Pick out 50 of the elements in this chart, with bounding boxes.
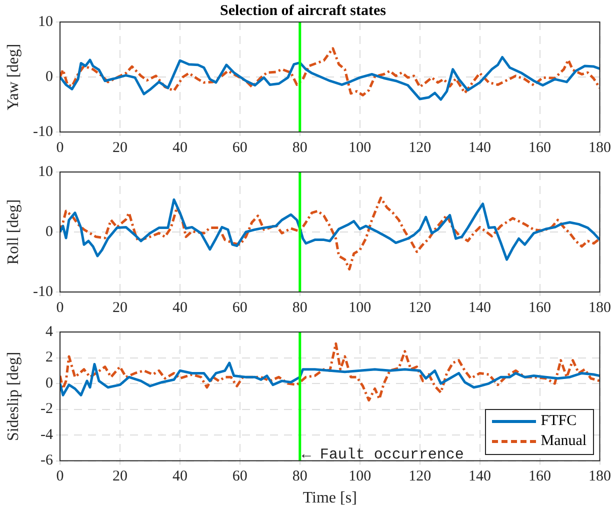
y-tick-label: -10 [33,284,53,300]
x-tick-label: 60 [232,140,248,156]
x-tick-label: 180 [588,468,611,485]
y-tick-label: 10 [38,14,53,30]
x-axis-title: Time [s] [302,490,357,507]
x-tick-label: 60 [232,468,248,485]
y-tick-label: -10 [33,124,53,140]
chart-title: Selection of aircraft states [220,2,386,19]
x-tick-label: 20 [112,140,128,156]
x-tick-label: 100 [348,468,372,485]
x-tick-label: 80 [292,468,308,485]
x-tick-label: 40 [172,300,188,316]
x-tick-label: 0 [56,468,64,485]
x-tick-label: 100 [348,140,372,156]
y-axis-title: Sideslip [deg] [4,352,22,442]
x-tick-label: 140 [468,140,492,156]
y-tick-label: 0 [46,224,53,240]
y-axis-title: Yaw [deg] [4,44,22,110]
x-tick-label: 40 [172,140,188,156]
x-tick-label: 140 [468,468,492,485]
x-tick-label: 140 [468,300,492,316]
x-tick-label: 120 [408,300,432,316]
y-tick-label: 2 [46,350,53,366]
x-tick-label: 120 [408,140,432,156]
y-tick-label: 0 [46,68,53,85]
x-tick-label: 0 [56,300,64,316]
annotation: ← Fault occurrence [302,446,464,464]
x-tick-label: 160 [528,140,552,156]
x-tick-label: 40 [172,468,188,485]
y-tick-label: -4 [40,426,54,443]
y-tick-label: 10 [38,164,53,180]
x-tick-label: 160 [528,300,552,316]
x-tick-label: 80 [292,140,308,156]
y-axis-title: Roll [deg] [4,199,22,265]
x-tick-label: 180 [588,300,611,316]
x-tick-label: 20 [112,300,128,316]
y-tick-label: -6 [40,452,54,469]
x-tick-label: 80 [292,300,308,316]
x-tick-label: 160 [528,468,552,485]
x-tick-label: 60 [232,300,248,316]
x-tick-label: 120 [408,468,432,485]
legend-label: Manual [540,433,587,450]
y-tick-label: -2 [40,401,53,418]
x-tick-label: 20 [112,468,128,485]
x-tick-label: 180 [588,140,611,156]
y-tick-label: 0 [46,375,53,392]
x-tick-label: 0 [56,140,64,156]
y-tick-label: 4 [46,324,54,340]
x-tick-label: 100 [348,300,372,316]
legend-label: FTFC [540,413,577,430]
